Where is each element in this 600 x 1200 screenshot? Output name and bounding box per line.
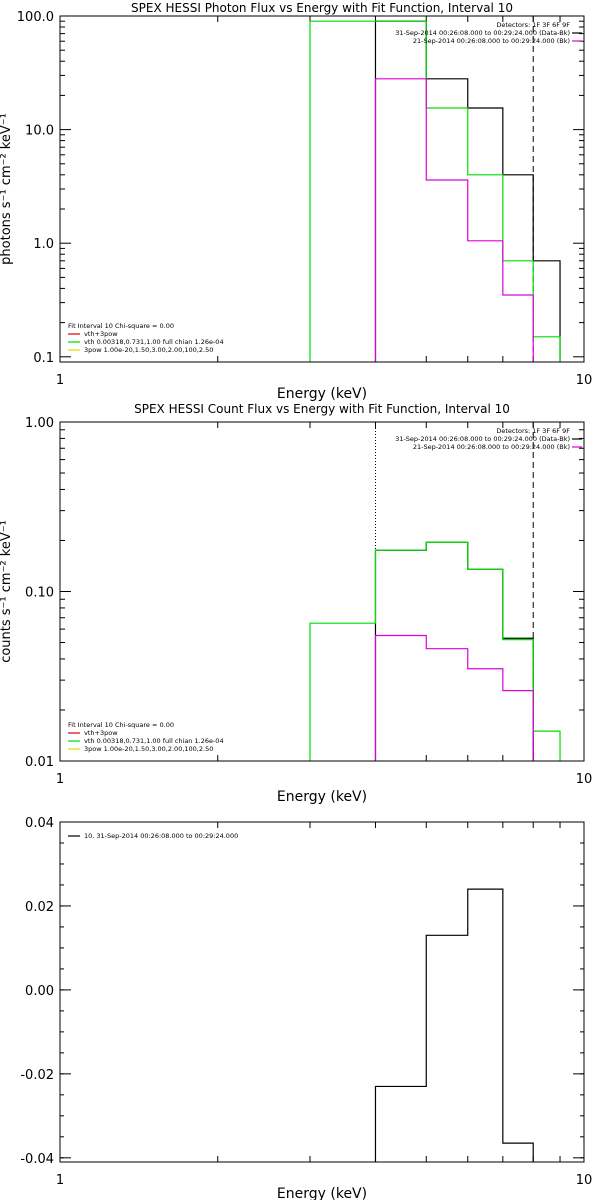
photon-plot-frame [59,15,585,363]
count-legend-entry: 31-Sep-2014 00:26:08.000 to 00:29:24.000… [395,435,570,443]
photon-legend-detectors-label: Detectors: 1F 3F 6F 9F [496,21,570,29]
residuals-plot-frame [59,821,585,1163]
residuals-x-minor-ticks [217,822,561,1162]
count-legend-entry: Fit Interval 10 Chi-square = 0.00 [68,721,174,729]
photon-legend-entry: 31-Sep-2014 00:26:08.000 to 00:29:24.000… [395,29,570,37]
photon-series-green-steps [309,20,561,362]
count-y-minor-ticks [60,429,584,711]
photon-y-tick-label: 10.0 [25,124,54,139]
photon-legend-entry: vth 0.00318,0.731,1.00 full chian 1.26e-… [84,338,224,346]
residuals-x-axis-label: Energy (keV) [277,1186,367,1200]
photon-legend-entry: Fit Interval 10 Chi-square = 0.00 [68,322,174,330]
photon-legend-entry: 3pow 1.00e-20,1.50,3.00,2.00,100,2.50 [84,346,213,354]
residuals-y-tick-label: 0.04 [25,816,54,831]
photon-y-axis-label: photons s⁻¹ cm⁻² keV⁻¹ [0,113,14,265]
residuals-legend-entry: 10. 31-Sep-2014 00:26:08.000 to 00:29:24… [84,832,238,840]
count-panel: SPEX HESSI Count Flux vs Energy with Fit… [0,402,592,805]
count-series-green-steps [309,541,561,761]
residuals-plot-area [374,888,534,1162]
residuals-y-tick-label: 0.02 [25,900,54,915]
residuals-series-black-steps [374,888,534,1162]
photon-legend-entry: 21-Sep-2014 00:26:08.000 to 00:29:24.000… [413,37,570,45]
photon-y-tick-label: 100.0 [17,10,54,25]
photon-y-minor-ticks [60,20,584,363]
count-series-magenta-steps [374,634,534,761]
photon-x-tick-label: 1 [56,373,64,388]
photon-x-axis-label: Energy (keV) [277,386,367,402]
count-legend-entry: 21-Sep-2014 00:26:08.000 to 00:29:24.000… [413,443,570,451]
photon-x-tick-label: 10 [576,373,593,388]
photon-legend-bottom-left: Fit Interval 10 Chi-square = 0.00vth+3po… [68,322,224,354]
count-legend-entry: vth 0.00318,0.731,1.00 full chian 1.26e-… [84,737,224,745]
residuals-y-tick-label: -0.02 [20,1068,54,1083]
photon-plot-area [309,16,561,362]
count-x-axis-label: Energy (keV) [277,789,367,805]
count-series-black-steps [374,541,534,761]
count-x-minor-ticks [217,422,561,761]
photon-title: SPEX HESSI Photon Flux vs Energy with Fi… [131,1,513,15]
count-x-tick-label: 1 [56,772,64,787]
count-legend-detectors-label: Detectors: 1F 3F 6F 9F [496,427,570,435]
count-legend-bottom-left: Fit Interval 10 Chi-square = 0.00vth+3po… [68,721,224,753]
count-plot-area [309,422,561,761]
count-y-tick-label: 0.01 [25,755,54,770]
photon-legend-entry: vth+3pow [84,330,118,338]
count-title: SPEX HESSI Count Flux vs Energy with Fit… [134,402,510,416]
count-y-axis-label: counts s⁻¹ cm⁻² keV⁻¹ [0,520,14,663]
residuals-panel: 1 10 -0.04 -0.02 0.00 0.02 0.04 Energy (keV) 10.… [20,816,592,1200]
residuals-y-tick-label: 0.00 [25,984,54,999]
count-legend-entry: vth+3pow [84,729,118,737]
photon-panel: SPEX HESSI Photon Flux vs Energy with Fi… [0,1,592,402]
count-legend-entry: 3pow 1.00e-20,1.50,3.00,2.00,100,2.50 [84,745,213,753]
photon-series-magenta-steps [374,78,534,362]
residuals-x-tick-label: 1 [56,1173,64,1188]
count-plot-frame [59,421,585,762]
residuals-legend-top-left: 10. 31-Sep-2014 00:26:08.000 to 00:29:24… [68,832,238,840]
residuals-x-tick-label: 10 [576,1173,593,1188]
count-y-tick-label: 0.10 [25,586,54,601]
count-x-tick-label: 10 [576,772,593,787]
count-y-tick-label: 1.00 [25,416,54,431]
photon-x-minor-ticks [217,16,561,362]
residuals-y-minor-ticks [60,821,584,1159]
photon-y-tick-label: 0.1 [33,351,54,366]
photon-y-tick-label: 1.0 [33,237,54,252]
residuals-y-tick-label: -0.04 [20,1152,54,1167]
